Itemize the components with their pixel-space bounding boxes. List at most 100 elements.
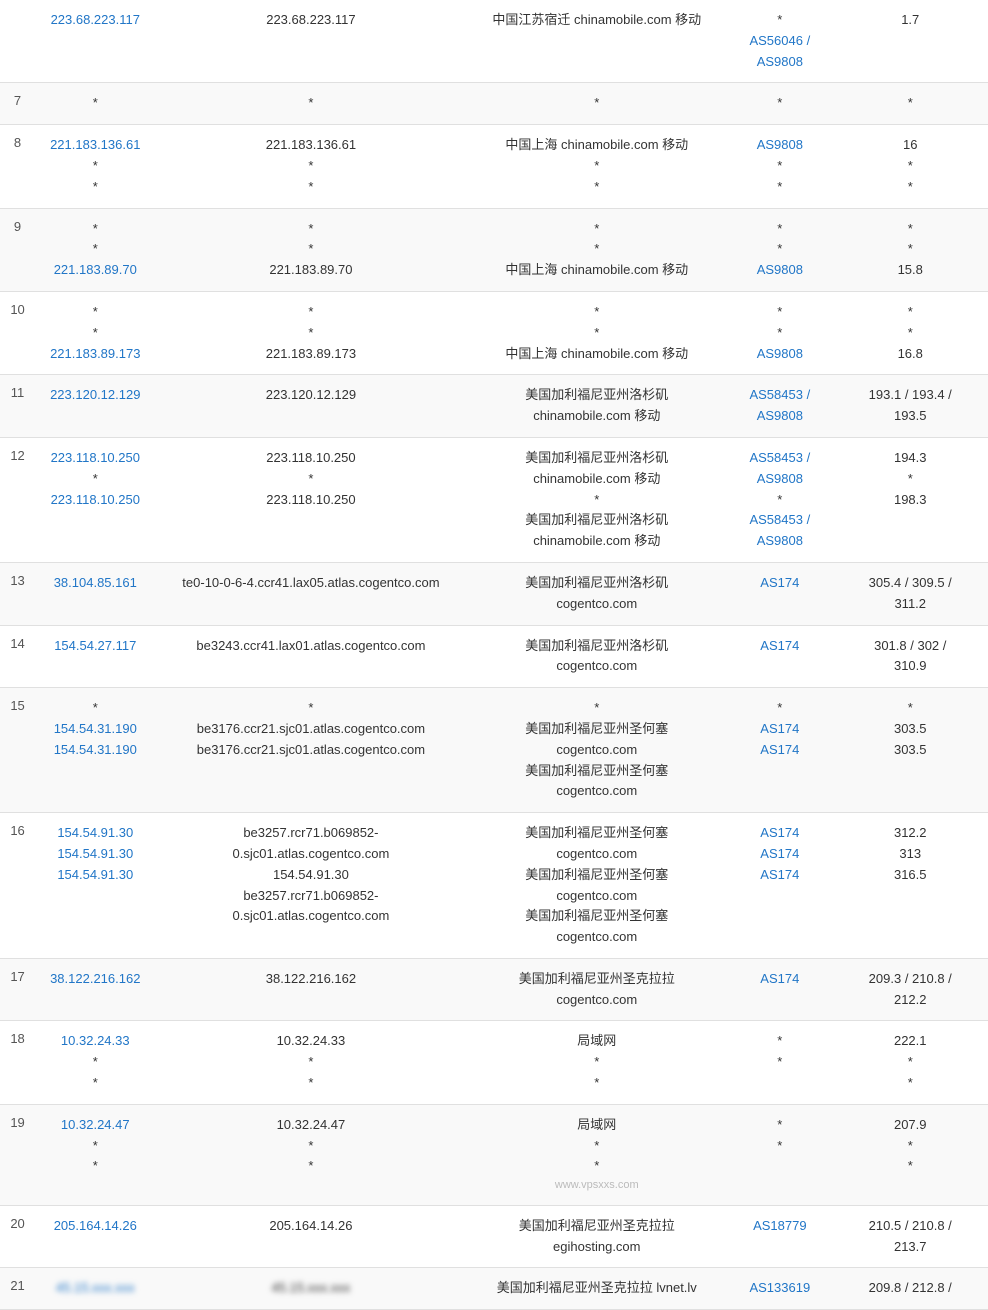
latency-cell: 305.4 / 309.5 /311.2 — [832, 562, 988, 625]
ip-cell: **221.183.89.70 — [35, 208, 155, 291]
host-cell: be3243.ccr41.lax01.atlas.cogentco.com — [155, 625, 466, 688]
cell-text: 中国上海 chinamobile.com 移动 — [472, 260, 721, 281]
host-cell: 10.32.24.47** — [155, 1104, 466, 1205]
link-text[interactable]: AS9808 — [733, 469, 826, 490]
table-row: 11223.120.12.129223.120.12.129美国加利福尼亚州洛杉… — [0, 375, 988, 438]
asn-cell: AS174AS174AS174 — [727, 813, 832, 959]
cell-text: 310.9 — [838, 656, 982, 677]
link-text[interactable]: 154.54.31.190 — [41, 719, 149, 740]
hop-cell: 18 — [0, 1021, 35, 1104]
link-text[interactable]: 221.183.89.173 — [41, 344, 149, 365]
link-text[interactable]: AS58453 / — [733, 448, 826, 469]
cell-text: * — [838, 469, 982, 490]
link-text[interactable]: 38.122.216.162 — [41, 969, 149, 990]
table-row: 15*154.54.31.190154.54.31.190*be3176.ccr… — [0, 688, 988, 813]
link-text[interactable]: AS174 — [733, 865, 826, 886]
link-text[interactable]: 223.120.12.129 — [41, 385, 149, 406]
link-text[interactable]: 38.104.85.161 — [41, 573, 149, 594]
cell-text: * — [41, 1156, 149, 1177]
cell-text: cogentco.com — [472, 594, 721, 615]
cell-text: * — [472, 1136, 721, 1157]
link-text[interactable]: AS174 — [733, 719, 826, 740]
link-text[interactable]: AS174 — [733, 636, 826, 657]
cell-text: cogentco.com — [472, 781, 721, 802]
cell-text: * — [472, 323, 721, 344]
hop-cell: 19 — [0, 1104, 35, 1205]
link-text[interactable]: AS56046 / — [733, 31, 826, 52]
table-row: 9**221.183.89.70**221.183.89.70**中国上海 ch… — [0, 208, 988, 291]
latency-cell: * — [832, 83, 988, 125]
link-text[interactable]: AS9808 — [733, 531, 826, 552]
link-text[interactable]: AS174 — [733, 573, 826, 594]
ip-cell: 223.120.12.129 — [35, 375, 155, 438]
link-text[interactable]: 223.68.223.117 — [41, 10, 149, 31]
cell-text: 中国上海 chinamobile.com 移动 — [472, 344, 721, 365]
cell-text: * — [41, 93, 149, 114]
cell-text: 223.120.12.129 — [161, 385, 460, 406]
link-text[interactable]: AS174 — [733, 969, 826, 990]
cell-text: * — [161, 239, 460, 260]
hop-cell: 9 — [0, 208, 35, 291]
link-text[interactable]: 205.164.14.26 — [41, 1216, 149, 1237]
link-text[interactable]: 154.54.91.30 — [41, 844, 149, 865]
link-text[interactable]: 10.32.24.33 — [41, 1031, 149, 1052]
link-text[interactable]: AS9808 — [733, 135, 826, 156]
cell-text: chinamobile.com 移动 — [472, 406, 721, 427]
link-text[interactable]: 223.118.10.250 — [41, 448, 149, 469]
cell-text: 301.8 / 302 / — [838, 636, 982, 657]
link-text[interactable]: AS58453 / — [733, 510, 826, 531]
hop-cell: 8 — [0, 125, 35, 208]
link-text[interactable]: 221.183.136.61 — [41, 135, 149, 156]
cell-text: * — [161, 1052, 460, 1073]
link-text[interactable]: 10.32.24.47 — [41, 1115, 149, 1136]
table-row: 1910.32.24.47**10.32.24.47**局域网**www.vps… — [0, 1104, 988, 1205]
link-text[interactable]: AS9808 — [733, 52, 826, 73]
cell-text: chinamobile.com 移动 — [472, 469, 721, 490]
link-text[interactable]: 154.54.31.190 — [41, 740, 149, 761]
link-text[interactable]: 154.54.27.117 — [41, 636, 149, 657]
link-text[interactable]: AS9808 — [733, 344, 826, 365]
cell-text: 中国上海 chinamobile.com 移动 — [472, 135, 721, 156]
cell-text: cogentco.com — [472, 886, 721, 907]
asn-cell: *AS174AS174 — [727, 688, 832, 813]
cell-text: 193.1 / 193.4 / — [838, 385, 982, 406]
hop-cell: 10 — [0, 291, 35, 374]
traceroute-table: 223.68.223.117223.68.223.117中国江苏宿迁 china… — [0, 0, 988, 1310]
link-text[interactable]: 221.183.89.70 — [41, 260, 149, 281]
link-text[interactable]: AS174 — [733, 844, 826, 865]
link-text[interactable]: AS174 — [733, 823, 826, 844]
hop-cell: 11 — [0, 375, 35, 438]
host-cell: te0-10-0-6-4.ccr41.lax05.atlas.cogentco.… — [155, 562, 466, 625]
latency-cell: 207.9** — [832, 1104, 988, 1205]
cell-text: 1.7 — [838, 10, 982, 31]
host-cell: 45.15.xxx.xxx — [155, 1268, 466, 1310]
link-text[interactable]: AS18779 — [733, 1216, 826, 1237]
cell-text: 313 — [838, 844, 982, 865]
table-row: 10**221.183.89.173**221.183.89.173**中国上海… — [0, 291, 988, 374]
link-text[interactable]: 223.118.10.250 — [41, 490, 149, 511]
cell-text: * — [41, 1052, 149, 1073]
link-text[interactable]: AS133619 — [733, 1278, 826, 1299]
link-text[interactable]: 45.15.xxx.xxx — [41, 1278, 149, 1299]
latency-cell: 301.8 / 302 /310.9 — [832, 625, 988, 688]
link-text[interactable]: AS174 — [733, 740, 826, 761]
table-row: 1810.32.24.33**10.32.24.33**局域网****222.1… — [0, 1021, 988, 1104]
cell-text: 305.4 / 309.5 / — [838, 573, 982, 594]
link-text[interactable]: 154.54.91.30 — [41, 865, 149, 886]
location-cell: 美国加利福尼亚州圣克拉拉cogentco.com — [466, 958, 727, 1021]
cell-text: * — [838, 323, 982, 344]
cell-text: 45.15.xxx.xxx — [161, 1278, 460, 1299]
cell-text: 美国加利福尼亚州洛杉矶 — [472, 573, 721, 594]
host-cell: 223.68.223.117 — [155, 0, 466, 83]
link-text[interactable]: AS9808 — [733, 260, 826, 281]
cell-text: * — [733, 177, 826, 198]
link-text[interactable]: 154.54.91.30 — [41, 823, 149, 844]
link-text[interactable]: AS58453 / — [733, 385, 826, 406]
link-text[interactable]: AS9808 — [733, 406, 826, 427]
cell-text: 213.7 — [838, 1237, 982, 1258]
cell-text: * — [472, 239, 721, 260]
asn-cell: AS133619 — [727, 1268, 832, 1310]
location-cell: 美国加利福尼亚州圣克拉拉 lvnet.lv — [466, 1268, 727, 1310]
cell-text: * — [161, 219, 460, 240]
cell-text: 316.5 — [838, 865, 982, 886]
